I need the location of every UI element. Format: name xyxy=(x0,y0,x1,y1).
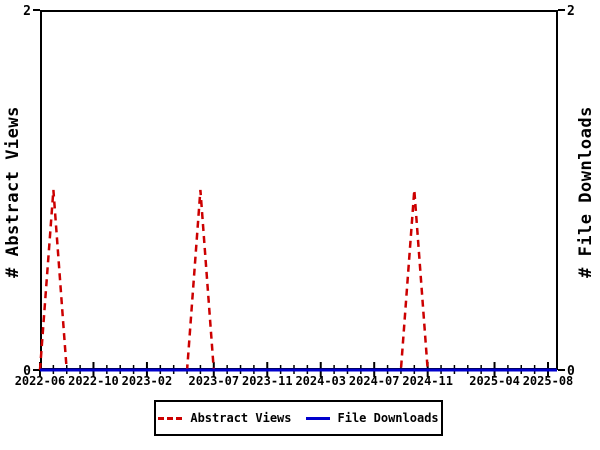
y-axis-title-right: # File Downloads xyxy=(576,106,596,278)
legend-entry-abstract-views: Abstract Views xyxy=(158,411,292,425)
series-line-abstract-views xyxy=(38,189,557,372)
legend-box: Abstract Views File Downloads xyxy=(154,400,443,436)
legend-label-file-downloads: File Downloads xyxy=(337,411,439,425)
y-tick-label-left: 2 xyxy=(23,4,31,19)
x-tick-label: 2025-04 xyxy=(469,374,520,388)
legend-entry-file-downloads: File Downloads xyxy=(305,411,439,425)
y-tick-label-right: 2 xyxy=(567,4,575,19)
x-tick-label: 2025-08 xyxy=(523,374,574,388)
x-tick-label: 2024-03 xyxy=(295,374,346,388)
red-dashed-line-icon xyxy=(158,416,183,420)
x-tick-label: 2024-11 xyxy=(402,374,453,388)
y-tick-label-left: 0 xyxy=(23,364,31,379)
y-axis-title-left: # Abstract Views xyxy=(3,106,23,278)
x-tick-label: 2023-11 xyxy=(242,374,293,388)
x-tick-label: 2023-07 xyxy=(189,374,240,388)
x-tick-label: 2024-07 xyxy=(349,374,400,388)
legend-label-abstract-views: Abstract Views xyxy=(190,411,292,425)
x-tick-label: 2022-10 xyxy=(68,374,119,388)
plot-frame xyxy=(40,10,558,370)
x-tick-label: 2023-02 xyxy=(122,374,173,388)
blue-solid-line-icon xyxy=(305,416,330,420)
x-tick-label: 2022-06 xyxy=(15,374,66,388)
y-tick-label-right: 0 xyxy=(567,364,575,379)
